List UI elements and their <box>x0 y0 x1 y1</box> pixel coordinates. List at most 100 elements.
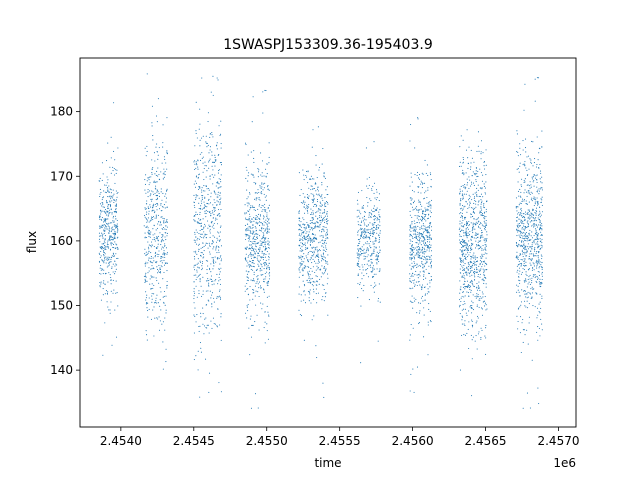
data-point <box>315 275 317 277</box>
data-point <box>322 235 324 237</box>
data-point <box>537 77 540 79</box>
data-point <box>195 214 197 216</box>
data-point <box>359 211 361 213</box>
data-point <box>310 175 312 177</box>
data-point <box>480 222 482 224</box>
data-point <box>252 224 254 226</box>
data-point <box>522 318 524 321</box>
data-point <box>307 224 309 226</box>
data-point <box>466 223 468 225</box>
data-point <box>529 407 531 409</box>
data-point <box>479 246 481 248</box>
data-point <box>421 225 423 227</box>
data-point <box>376 251 378 253</box>
data-point <box>214 323 216 325</box>
data-point <box>303 174 305 176</box>
data-point <box>164 304 166 306</box>
data-point <box>471 256 473 258</box>
data-point <box>523 213 525 215</box>
data-point <box>361 228 363 230</box>
data-point <box>376 257 379 259</box>
data-point <box>459 272 461 274</box>
data-point <box>155 251 157 253</box>
data-point <box>107 142 109 144</box>
data-point <box>110 157 112 159</box>
data-point <box>249 193 251 195</box>
data-point <box>516 151 518 153</box>
data-point <box>114 205 116 207</box>
data-point <box>111 212 113 214</box>
data-point <box>154 160 156 162</box>
data-point <box>215 261 217 263</box>
data-point <box>481 229 483 232</box>
data-point <box>476 305 478 308</box>
data-point <box>465 242 467 244</box>
data-point <box>165 193 167 195</box>
data-point <box>195 199 197 201</box>
data-point <box>527 174 529 176</box>
data-point <box>484 226 487 229</box>
data-point <box>158 264 160 267</box>
data-point <box>427 231 429 233</box>
data-point <box>220 161 222 164</box>
data-point <box>260 287 262 289</box>
data-point <box>266 282 268 284</box>
data-point <box>476 195 478 197</box>
data-point <box>356 265 358 267</box>
data-point <box>308 297 310 299</box>
data-point <box>530 259 532 261</box>
data-point <box>416 254 418 256</box>
data-point <box>519 254 521 256</box>
data-point <box>519 230 521 232</box>
data-point <box>479 256 481 258</box>
data-point <box>326 230 328 232</box>
data-point <box>424 197 426 199</box>
data-point <box>307 237 309 239</box>
data-point <box>324 210 326 212</box>
data-point <box>149 220 151 222</box>
data-point <box>199 187 201 189</box>
data-point <box>364 236 366 238</box>
data-point <box>373 182 376 184</box>
data-point <box>322 225 324 228</box>
data-point <box>302 280 304 282</box>
data-point <box>359 217 361 219</box>
data-point <box>212 317 214 319</box>
data-point <box>541 278 543 281</box>
data-point <box>424 294 426 296</box>
data-point <box>262 205 264 207</box>
data-point <box>464 324 466 327</box>
data-point <box>521 231 523 233</box>
data-point <box>162 142 164 144</box>
data-point <box>360 228 363 230</box>
data-point <box>198 173 200 175</box>
data-point <box>219 324 221 326</box>
data-point <box>249 238 251 240</box>
data-point <box>115 225 117 227</box>
data-point <box>253 278 255 280</box>
data-point <box>421 183 423 185</box>
data-point <box>244 213 246 215</box>
data-point <box>308 206 310 208</box>
data-point <box>365 219 367 221</box>
data-point <box>415 264 417 266</box>
data-point <box>312 193 314 195</box>
data-point <box>424 159 426 162</box>
data-point <box>409 251 411 253</box>
data-point <box>212 161 214 163</box>
data-point <box>259 186 261 188</box>
data-point <box>415 234 417 236</box>
data-point <box>312 212 314 214</box>
data-point <box>412 250 414 252</box>
data-point <box>360 221 362 223</box>
data-point <box>478 200 480 202</box>
data-point <box>459 161 461 163</box>
data-point <box>323 172 325 174</box>
data-point <box>156 194 159 197</box>
data-point <box>216 144 218 146</box>
data-point <box>463 269 465 271</box>
data-point <box>423 230 425 232</box>
data-point <box>484 302 486 304</box>
data-point <box>208 160 210 162</box>
data-point <box>308 277 310 280</box>
